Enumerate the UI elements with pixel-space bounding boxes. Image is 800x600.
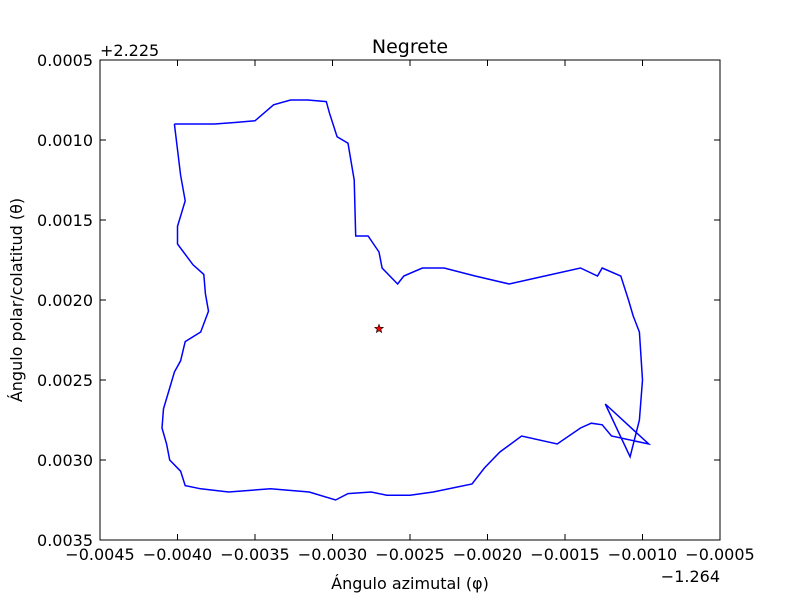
x-tick-label: −0.0045: [65, 545, 134, 564]
x-tick-label: −0.0015: [530, 545, 599, 564]
y-offset-label: +2.225: [100, 41, 159, 60]
y-tick-label: 0.0005: [37, 51, 93, 70]
x-tick-label: −0.0005: [685, 545, 754, 564]
chart-title: Negrete: [372, 36, 448, 58]
y-tick-label: 0.0030: [37, 451, 93, 470]
y-tick-label: 0.0020: [37, 291, 93, 310]
y-tick-label: 0.0010: [37, 131, 93, 150]
x-offset-label: −1.264: [661, 567, 720, 586]
y-tick-label: 0.0025: [37, 371, 93, 390]
x-tick-label: −0.0030: [298, 545, 367, 564]
y-axis-label: Ángulo polar/colatitud (θ): [7, 198, 26, 402]
x-axis-ticks: −0.0045 −0.0040 −0.0035 −0.0030 −0.0025 −0.00…: [65, 60, 755, 564]
x-tick-label: −0.0010: [608, 545, 677, 564]
series-line-boundary: [161, 99, 652, 501]
x-axis-label: Ángulo azimutal (φ): [331, 574, 489, 593]
x-tick-label: −0.0040: [143, 545, 212, 564]
y-tick-label: 0.0035: [37, 531, 93, 550]
y-tick-label: 0.0015: [37, 211, 93, 230]
y-axis-ticks: 0.0005 0.0010 0.0015 0.0020 0.0025 0.0030 0.00…: [37, 51, 720, 550]
x-tick-label: −0.0020: [453, 545, 522, 564]
center-star-marker: [373, 323, 385, 334]
x-tick-label: −0.0025: [375, 545, 444, 564]
plot-area-frame: [99, 59, 721, 541]
x-tick-label: −0.0035: [220, 545, 289, 564]
